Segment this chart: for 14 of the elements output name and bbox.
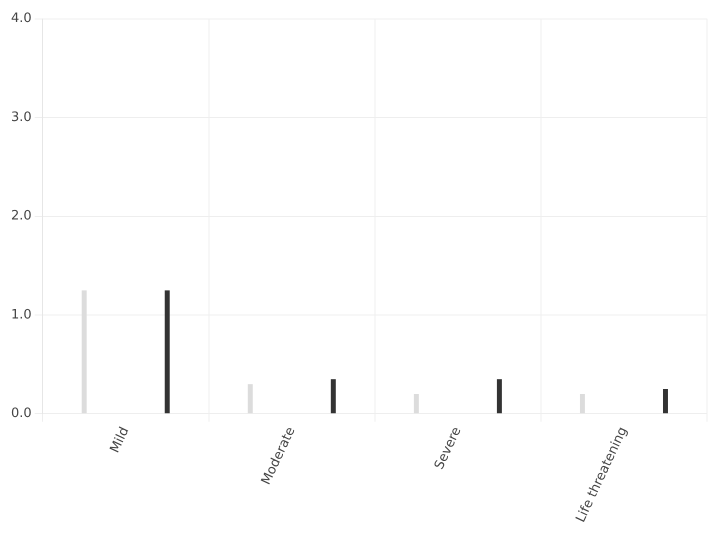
y-tick-label: 2.0 [10, 208, 32, 224]
bar [496, 379, 502, 414]
y-tick-label: 3.0 [10, 110, 32, 125]
bar [248, 384, 253, 414]
bar [82, 290, 87, 414]
bar [414, 394, 419, 414]
y-tick-label: 0.0 [10, 406, 32, 422]
y-tick-label: 4.0 [10, 11, 32, 26]
bar [164, 290, 170, 414]
bar [662, 389, 668, 414]
bar [330, 379, 336, 414]
x-tick-label: Mild [108, 424, 132, 456]
y-tick-label: 1.0 [10, 307, 32, 322]
bar [580, 394, 585, 414]
